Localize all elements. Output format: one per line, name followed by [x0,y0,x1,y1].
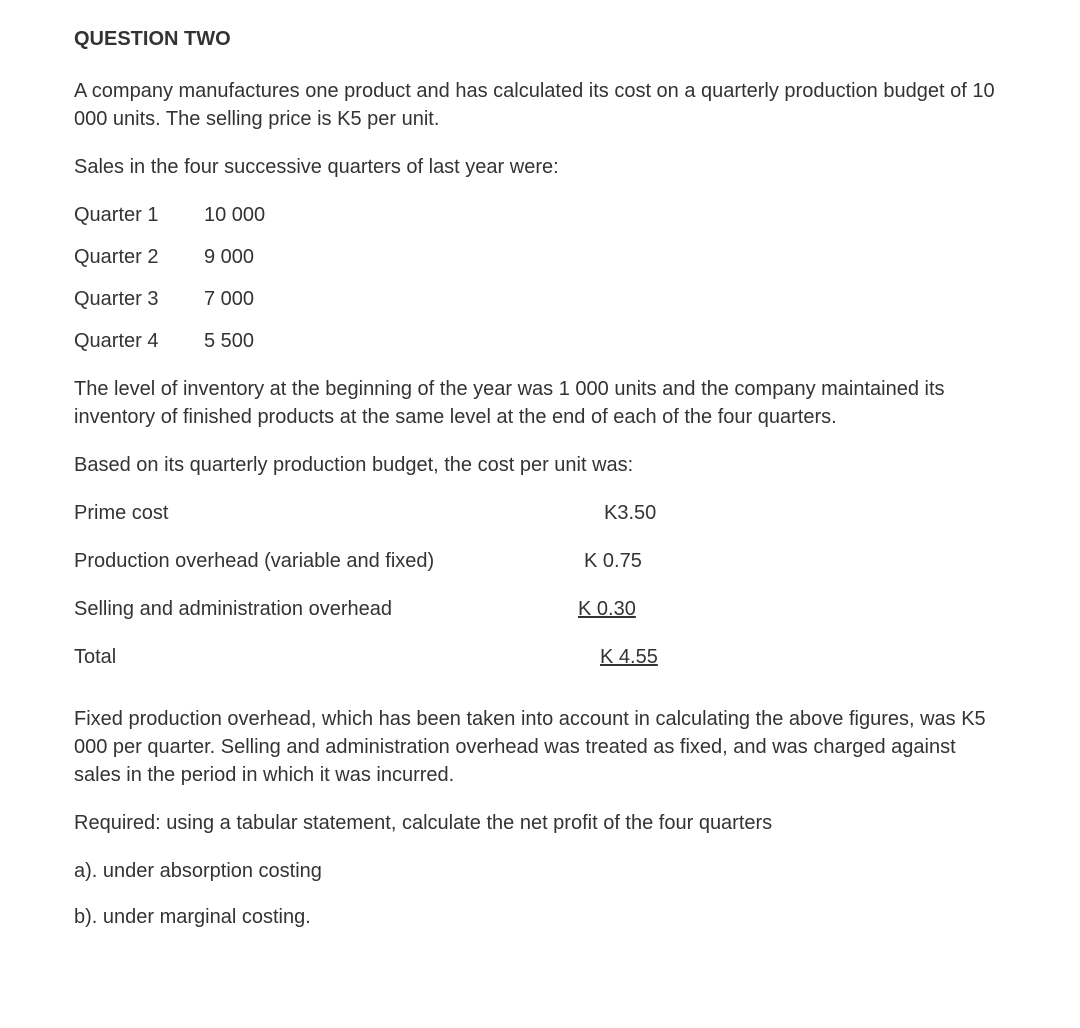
cost-value: K 0.30 [564,595,688,623]
cost-breakdown: Prime cost K3.50 Production overhead (va… [74,499,1006,671]
quarter-row: Quarter 2 9 000 [74,243,1006,271]
paragraph-sales-lead: Sales in the four successive quarters of… [74,153,1006,181]
paragraph-fixed-overhead: Fixed production overhead, which has bee… [74,705,1006,789]
paragraph-cost-lead: Based on its quarterly production budget… [74,451,1006,479]
quarter-row: Quarter 1 10 000 [74,201,1006,229]
quarter-label: Quarter 2 [74,243,204,271]
quarter-value: 10 000 [204,201,284,229]
requirement-a: a). under absorption costing [74,857,1006,885]
cost-label: Total [74,643,564,671]
quarter-row: Quarter 3 7 000 [74,285,1006,313]
cost-value-total: K 4.55 [564,643,710,671]
cost-value: K 0.75 [564,547,694,575]
question-heading: QUESTION TWO [74,28,1006,51]
quarter-value: 9 000 [204,243,284,271]
cost-row: Production overhead (variable and fixed)… [74,547,1006,575]
quarter-label: Quarter 4 [74,327,204,355]
quarters-list: Quarter 1 10 000 Quarter 2 9 000 Quarter… [74,201,1006,355]
cost-label: Production overhead (variable and fixed) [74,547,564,575]
requirement-b: b). under marginal costing. [74,903,1006,931]
cost-row: Selling and administration overhead K 0.… [74,595,1006,623]
cost-value: K3.50 [564,499,714,527]
quarter-row: Quarter 4 5 500 [74,327,1006,355]
question-document: QUESTION TWO A company manufactures one … [0,0,1080,989]
cost-row-total: Total K 4.55 [74,643,1006,671]
cost-label: Prime cost [74,499,564,527]
quarter-label: Quarter 3 [74,285,204,313]
quarter-value: 5 500 [204,327,284,355]
paragraph-inventory: The level of inventory at the beginning … [74,375,1006,431]
cost-label: Selling and administration overhead [74,595,564,623]
paragraph-required: Required: using a tabular statement, cal… [74,809,1006,837]
quarter-label: Quarter 1 [74,201,204,229]
cost-row: Prime cost K3.50 [74,499,1006,527]
quarter-value: 7 000 [204,285,284,313]
paragraph-intro: A company manufactures one product and h… [74,77,1006,133]
